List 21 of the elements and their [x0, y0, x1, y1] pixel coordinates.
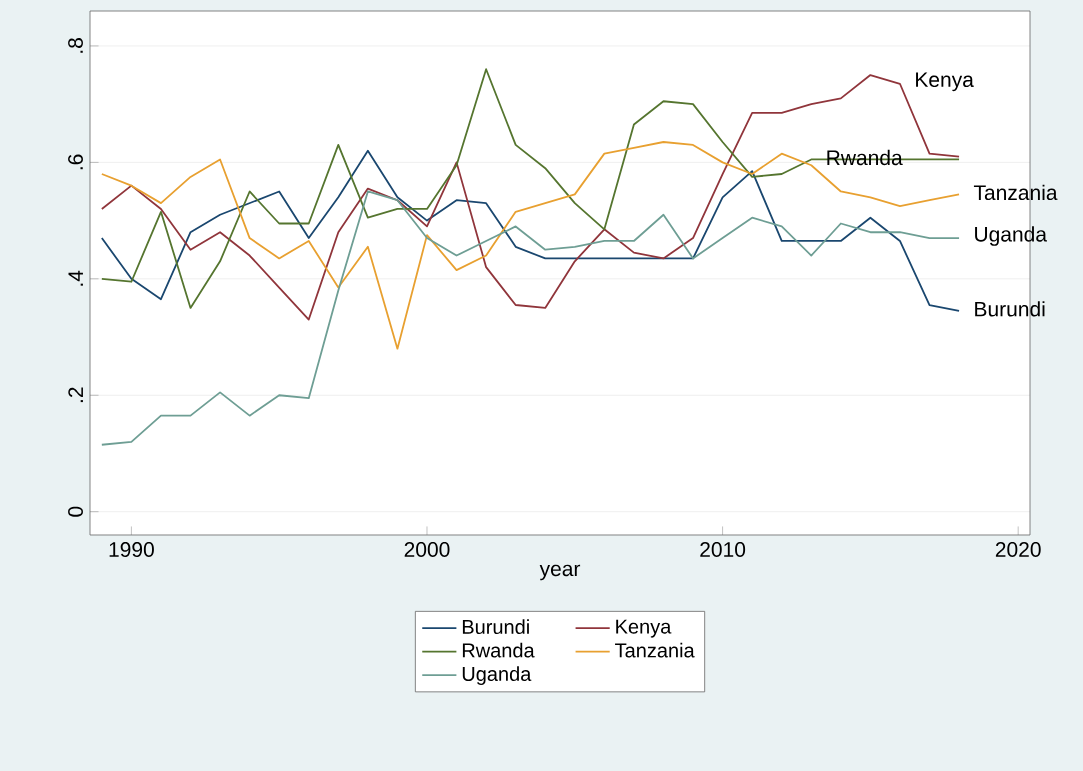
- annotation: Tanzania: [973, 184, 1058, 201]
- x-tick-label: 2010: [700, 542, 746, 557]
- y-tick-label: 0: [68, 506, 83, 517]
- annotation: Kenya: [916, 72, 974, 92]
- y-tick-label: .2: [68, 387, 83, 403]
- x-tick-label: 2020: [995, 542, 1041, 557]
- annotation: Uganda: [975, 226, 1047, 246]
- legend-label: Uganda: [462, 666, 532, 685]
- x-tick-label: 1990: [109, 542, 154, 557]
- line-series: [100, 141, 960, 350]
- x-tick-label: 2000: [404, 542, 450, 557]
- y-tick-label: .6: [68, 154, 83, 170]
- y-tick-label: .4: [68, 270, 83, 286]
- legend-label: Rwanda: [462, 642, 535, 658]
- legend-label: Kenya: [616, 619, 672, 638]
- legend-label: Burundi: [462, 619, 529, 635]
- line-series: [100, 190, 960, 446]
- legend-label: Tanzania: [615, 642, 695, 658]
- x-axis-title: year: [539, 564, 581, 581]
- annotation: Burundi: [975, 301, 1045, 317]
- y-tick-label: .8: [68, 38, 83, 53]
